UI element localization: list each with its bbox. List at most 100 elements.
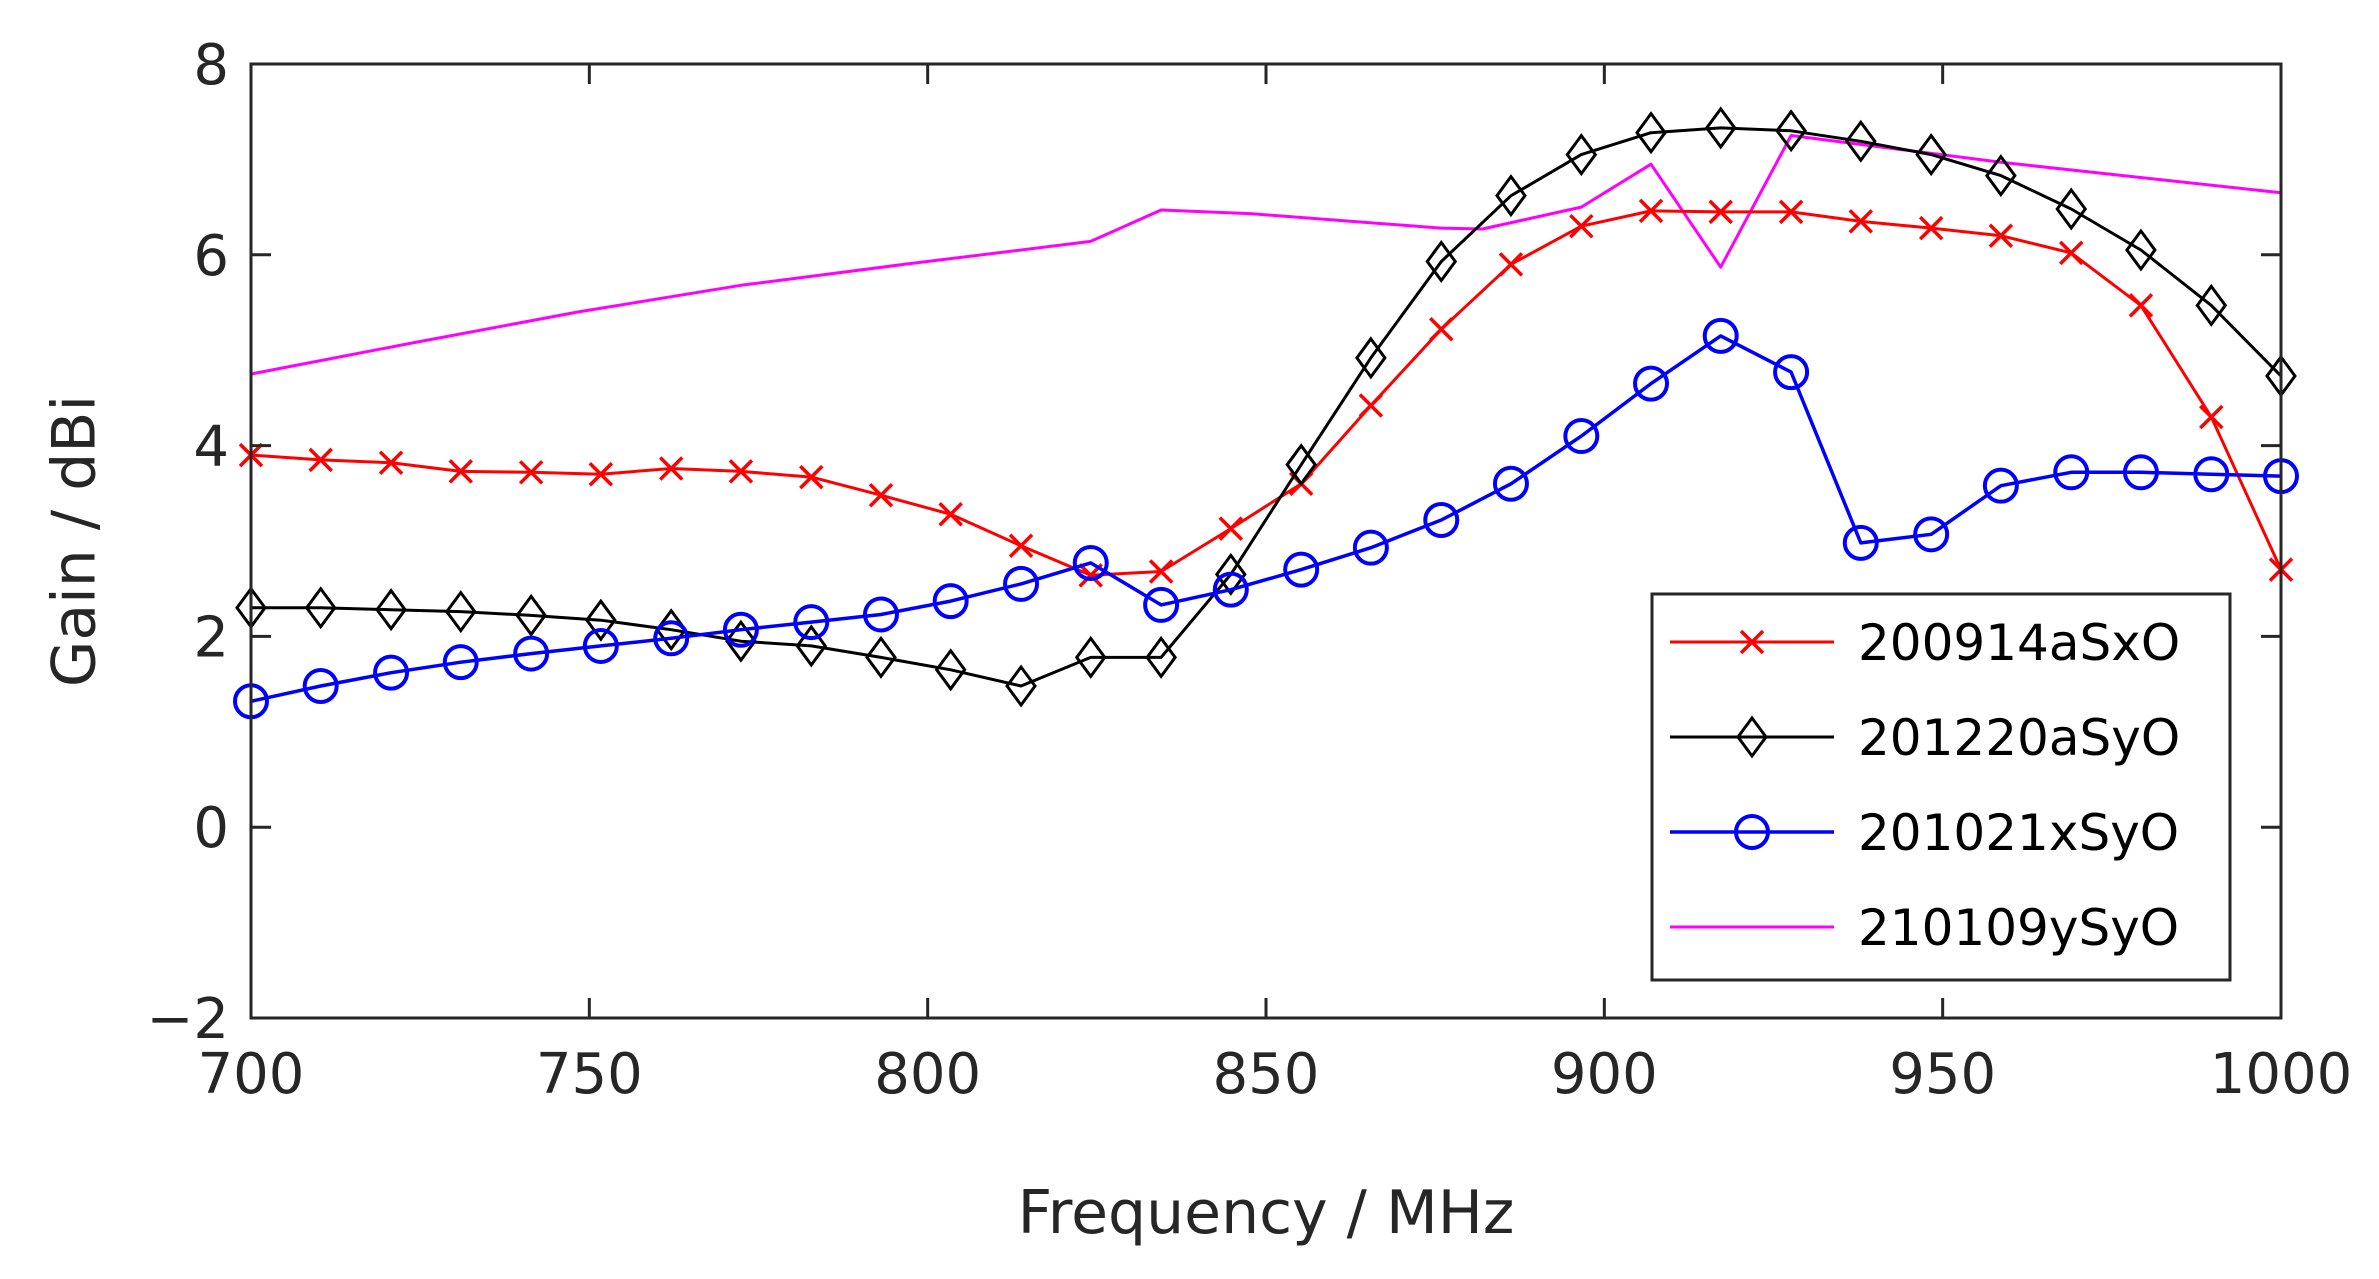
data-point	[1913, 516, 1950, 553]
data-point	[1638, 198, 1664, 224]
legend-marker	[1734, 814, 1770, 850]
data-point	[1773, 354, 1810, 391]
data-point	[868, 482, 894, 508]
data-point	[518, 460, 544, 485]
data-point	[725, 619, 757, 663]
data-point	[2199, 404, 2224, 430]
legend-label: 201021xSyO	[1858, 804, 2179, 862]
x-tick-label: 950	[1889, 1042, 1996, 1107]
x-tick-label: 800	[874, 1042, 981, 1107]
data-point	[1565, 133, 1598, 177]
x-axis-label: Frequency / MHz	[1018, 1178, 1515, 1248]
data-point	[444, 590, 477, 634]
data-point	[1498, 252, 1524, 277]
data-point	[1702, 317, 1739, 354]
data-point	[1074, 635, 1107, 679]
y-tick-label: 0	[193, 796, 229, 861]
data-point	[373, 654, 410, 691]
data-point	[1778, 199, 1804, 225]
data-point	[932, 583, 969, 620]
y-tick-label: 6	[193, 224, 229, 289]
data-point	[1704, 106, 1737, 150]
data-point	[375, 588, 407, 632]
series-layer	[233, 106, 2299, 720]
data-point	[1355, 336, 1387, 380]
data-point	[1563, 418, 1600, 455]
data-point	[1775, 109, 1807, 153]
data-point	[1352, 529, 1389, 566]
data-point	[1708, 199, 1733, 225]
data-point	[1008, 533, 1034, 559]
series-210109ySyO	[250, 134, 2282, 376]
data-point	[1633, 365, 1670, 402]
legend-entry: 210109ySyO	[1670, 899, 2179, 957]
data-point	[1429, 316, 1454, 342]
data-point	[1358, 393, 1384, 418]
legend-box	[1650, 592, 2232, 982]
legend-entry: 201220aSyO	[1670, 709, 2180, 767]
series-201220aSyO	[235, 106, 2297, 708]
data-point	[1283, 551, 1320, 588]
data-point	[1915, 133, 1948, 177]
data-point	[1844, 119, 1877, 163]
data-point	[1145, 635, 1177, 679]
data-point	[1212, 571, 1249, 608]
series-line	[250, 209, 2283, 577]
data-point	[1918, 215, 1944, 241]
x-tick-label: 900	[1551, 1042, 1658, 1107]
x-tick-label: 750	[536, 1042, 643, 1107]
data-point	[1285, 443, 1318, 487]
data-point	[1988, 223, 2014, 248]
legend-label: 201220aSyO	[1858, 709, 2180, 767]
data-point	[658, 456, 684, 481]
y-tick-label: 4	[193, 415, 229, 480]
data-point	[1003, 565, 1040, 602]
data-point	[793, 604, 830, 641]
legend-label: 210109ySyO	[1858, 899, 2179, 957]
data-point	[2128, 293, 2154, 318]
data-point	[2122, 454, 2159, 491]
data-point	[1982, 467, 2019, 504]
data-point	[938, 502, 963, 527]
data-point	[2053, 454, 2090, 491]
legend-marker	[1736, 715, 1768, 759]
data-point	[1005, 664, 1037, 708]
data-point	[442, 644, 479, 681]
data-point	[513, 635, 550, 672]
data-point	[1423, 502, 1460, 539]
data-point	[2125, 228, 2157, 272]
data-point	[2193, 456, 2230, 493]
data-point	[584, 598, 617, 642]
x-tick-label: 700	[198, 1042, 305, 1107]
data-point	[1072, 544, 1109, 581]
data-point	[308, 447, 333, 473]
data-point	[1848, 209, 1874, 234]
legend-marker	[1739, 629, 1765, 655]
x-tick-label: 1000	[2210, 1042, 2353, 1107]
data-point	[2195, 283, 2228, 327]
x-tick-label: 850	[1213, 1042, 1320, 1107]
legend-entry: 200914aSxO	[1670, 614, 2180, 672]
series-201021xSyO	[233, 317, 2299, 720]
data-point	[1635, 111, 1667, 155]
data-point	[1984, 154, 2017, 198]
series-line	[250, 134, 2282, 376]
y-axis-label: Gain / dBi	[40, 395, 110, 687]
data-point	[799, 464, 824, 490]
data-point	[2055, 187, 2088, 231]
y-tick-label: 8	[193, 33, 229, 98]
data-point	[653, 620, 690, 657]
data-point	[1492, 465, 1529, 502]
data-point	[862, 596, 899, 633]
data-point	[934, 648, 967, 692]
legend-entry: 201021xSyO	[1670, 804, 2179, 862]
data-point	[302, 668, 339, 705]
data-point	[1569, 213, 1594, 239]
ticks-layer: 700 750 800 850 900 950 1000 −2 0 2 4 6 8	[146, 33, 2352, 1107]
legend: 200914aSxO 201220aSyO 201021xSyO 210109ySyO	[1650, 592, 2232, 982]
series-200914aSxO	[238, 198, 2294, 588]
data-point	[1214, 552, 1247, 596]
data-point	[582, 627, 619, 664]
data-point	[515, 593, 548, 637]
y-tick-label: −2	[146, 987, 229, 1052]
